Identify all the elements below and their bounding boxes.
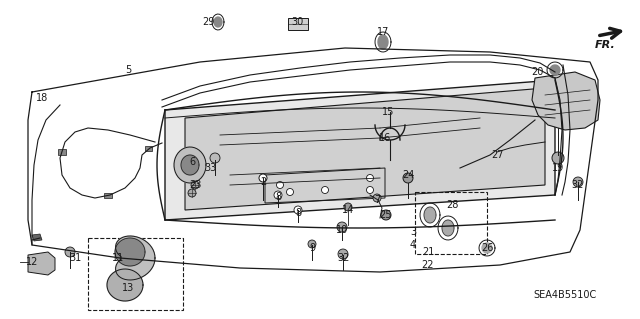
Text: 22: 22	[422, 260, 435, 270]
Text: 28: 28	[446, 200, 458, 210]
Text: 26: 26	[481, 243, 493, 253]
Circle shape	[274, 191, 282, 199]
Text: FR.: FR.	[595, 40, 616, 50]
Text: 23: 23	[189, 180, 201, 190]
Circle shape	[367, 187, 374, 194]
Circle shape	[276, 182, 284, 189]
Circle shape	[321, 187, 328, 194]
Text: 7: 7	[374, 195, 380, 205]
Text: 12: 12	[26, 257, 38, 267]
Bar	[104, 192, 112, 197]
Polygon shape	[32, 234, 42, 241]
Circle shape	[552, 152, 564, 164]
Text: 4: 4	[410, 240, 416, 250]
Text: 2: 2	[260, 177, 266, 187]
Text: 32: 32	[337, 253, 349, 263]
Circle shape	[344, 203, 352, 211]
Text: 8: 8	[275, 192, 281, 202]
Text: 3: 3	[410, 227, 416, 237]
Circle shape	[373, 194, 381, 202]
Circle shape	[287, 189, 294, 196]
Circle shape	[338, 249, 348, 259]
Text: 8: 8	[295, 208, 301, 218]
Polygon shape	[442, 220, 454, 236]
Circle shape	[308, 240, 316, 248]
Text: 31: 31	[69, 253, 81, 263]
Text: 30: 30	[291, 17, 303, 27]
Polygon shape	[482, 243, 492, 253]
Text: 27: 27	[491, 150, 503, 160]
Bar	[58, 149, 66, 155]
Text: 25: 25	[380, 210, 392, 220]
Circle shape	[367, 174, 374, 182]
Polygon shape	[116, 236, 155, 280]
Circle shape	[191, 181, 199, 189]
Text: SEA4B5510C: SEA4B5510C	[533, 290, 596, 300]
Text: 15: 15	[382, 107, 394, 117]
Text: 14: 14	[342, 205, 354, 215]
Circle shape	[403, 173, 413, 183]
Circle shape	[381, 210, 391, 220]
Polygon shape	[115, 238, 145, 266]
Bar	[415, 192, 487, 254]
Text: 29: 29	[202, 17, 214, 27]
Text: 19: 19	[552, 163, 564, 173]
Text: 16: 16	[379, 133, 391, 143]
Circle shape	[65, 247, 75, 257]
Polygon shape	[107, 269, 143, 301]
Text: 21: 21	[422, 247, 434, 257]
Text: 5: 5	[125, 65, 131, 75]
Text: 11: 11	[112, 253, 124, 263]
Bar	[88, 238, 183, 310]
Polygon shape	[424, 207, 436, 223]
Text: 17: 17	[377, 27, 389, 37]
Polygon shape	[181, 155, 199, 175]
Circle shape	[337, 222, 347, 232]
Text: 13: 13	[122, 283, 134, 293]
Polygon shape	[165, 80, 555, 220]
Text: 10: 10	[336, 225, 348, 235]
Text: 6: 6	[189, 157, 195, 167]
Text: 18: 18	[36, 93, 48, 103]
Circle shape	[210, 153, 220, 163]
Polygon shape	[185, 88, 545, 210]
Circle shape	[294, 206, 302, 214]
Polygon shape	[214, 17, 222, 27]
Text: 20: 20	[531, 67, 543, 77]
Circle shape	[188, 189, 196, 197]
Text: 9: 9	[309, 243, 315, 253]
Text: 32: 32	[572, 180, 584, 190]
Text: 33: 33	[204, 163, 216, 173]
Polygon shape	[28, 252, 55, 275]
Polygon shape	[532, 72, 600, 130]
Polygon shape	[378, 35, 388, 49]
Bar	[145, 145, 152, 151]
Text: 24: 24	[402, 170, 414, 180]
Polygon shape	[550, 65, 560, 75]
Bar	[288, 18, 308, 30]
Polygon shape	[174, 147, 206, 183]
Circle shape	[573, 177, 583, 187]
Circle shape	[259, 174, 267, 182]
